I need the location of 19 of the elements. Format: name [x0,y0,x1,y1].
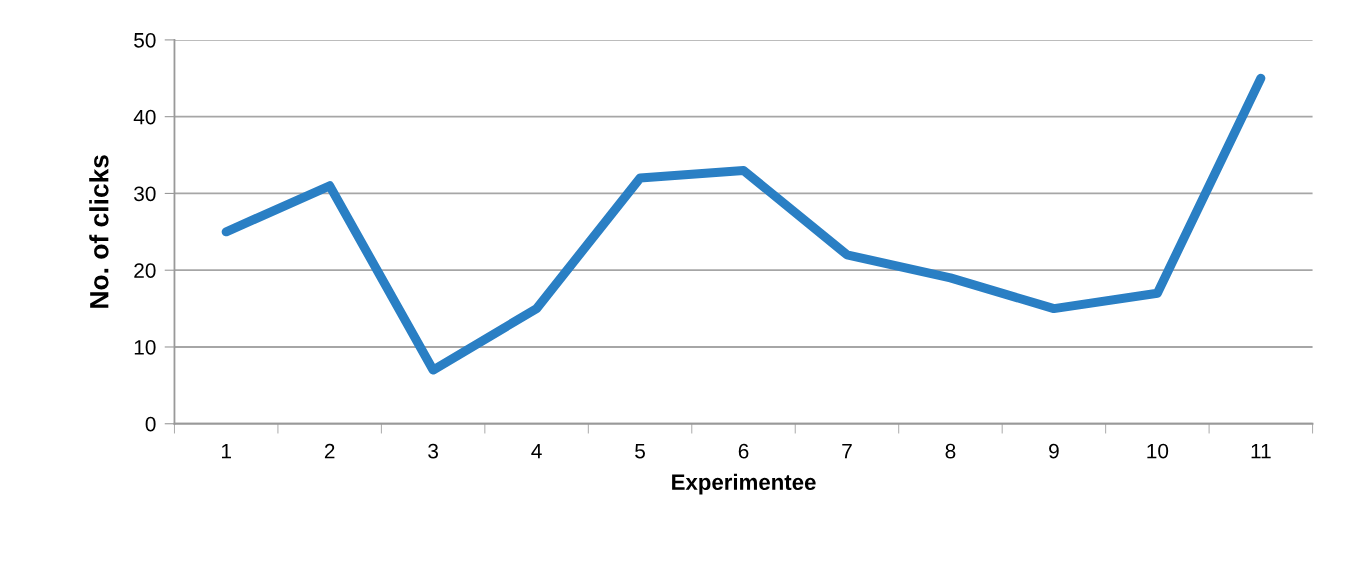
x-axis-title: Experimentee [672,473,816,495]
x-tick-label: 9 [1049,443,1059,459]
y-tick-label: 0 [145,416,156,432]
x-tick-label: 5 [635,443,645,459]
x-tick-label: 8 [945,443,956,459]
y-tick-label: 20 [134,263,156,278]
x-tick-label: 7 [842,443,852,459]
y-axis-title: No. of clicks [89,155,109,308]
x-tick-label: 4 [531,443,542,459]
y-tick-label: 40 [133,109,156,125]
y-tick-label: 50 [134,32,156,48]
y-tick-label: 30 [134,186,156,202]
x-tick-label: 11 [1251,443,1271,459]
x-tick-label: 2 [324,443,335,459]
x-tick-label: 10 [1147,443,1169,459]
x-tick-label: 3 [428,443,438,459]
x-tick-label: 1 [221,443,231,459]
y-tick-label: 10 [134,339,156,355]
x-tick-label: 6 [738,443,749,459]
